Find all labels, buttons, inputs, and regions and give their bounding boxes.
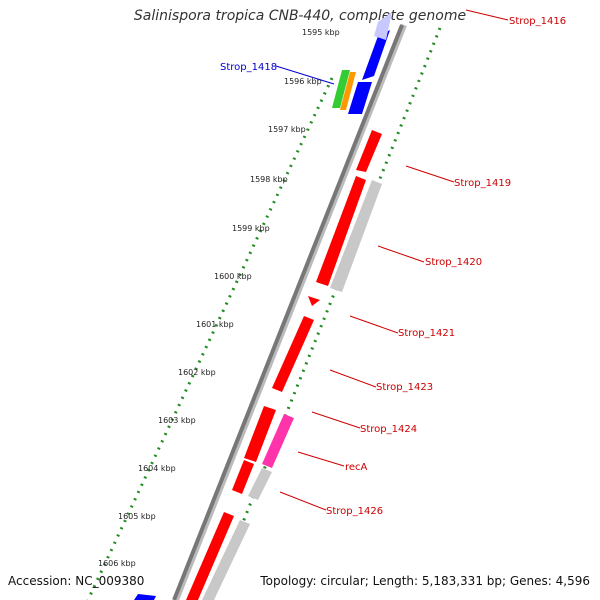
kbp-tick-label: 1597 kbp — [268, 125, 306, 134]
gene-label-reca[interactable]: recA — [345, 462, 368, 473]
gene-small-red[interactable] — [308, 296, 320, 306]
kbp-tick-label: 1599 kbp — [232, 224, 270, 233]
gene-label-strop1420[interactable]: Strop_1420 — [425, 257, 482, 268]
kbp-tick-label: 1595 kbp — [302, 28, 340, 37]
gene-strop1419[interactable] — [356, 130, 382, 172]
kbp-tick-label: 1602 kbp — [178, 368, 216, 377]
leader-line-strop1420 — [377, 245, 425, 263]
gene-label-strop1418[interactable]: Strop_1418 — [220, 62, 277, 73]
gene-label-strop1426[interactable]: Strop_1426 — [326, 506, 383, 517]
gene-bottom-red[interactable] — [186, 512, 234, 600]
leader-line-strop1416 — [465, 9, 509, 21]
gene-orange[interactable] — [340, 72, 356, 110]
topology-text: Topology: circular; Length: 5,183,331 bp… — [260, 574, 590, 588]
gene-label-strop1416[interactable]: Strop_1416 — [509, 16, 566, 27]
kbp-tick-label: 1606 kbp — [98, 559, 136, 568]
kbp-tick-labels: 1595 kbp 1596 kbp 1597 kbp 1598 kbp 1599 kbp… — [98, 28, 340, 568]
leader-line-strop1418 — [275, 65, 335, 85]
gene-strop1426-red[interactable] — [232, 460, 254, 494]
kbp-tick-label: 1601 kbp — [196, 320, 234, 329]
inner-dotted-track — [86, 77, 334, 600]
gene-strop1426-gray[interactable] — [248, 468, 272, 500]
gene-bottom-gray[interactable] — [202, 520, 250, 600]
kbp-tick-label: 1603 kbp — [158, 416, 196, 425]
leader-line-strop1423 — [329, 369, 377, 388]
kbp-tick-label: 1604 kbp — [138, 464, 176, 473]
genome-backbone — [172, 24, 404, 600]
leader-line-strop1426 — [279, 491, 327, 511]
kbp-tick-label: 1598 kbp — [250, 175, 288, 184]
gene-bottom-blue[interactable] — [134, 594, 156, 600]
gene-reca[interactable] — [262, 414, 294, 468]
leader-line-strop1421 — [349, 315, 399, 334]
gene-strop1421[interactable] — [272, 316, 314, 392]
gene-strop1420-red[interactable] — [316, 176, 366, 286]
kbp-tick-label: 1600 kbp — [214, 272, 252, 281]
gene-strop1424-red[interactable] — [244, 406, 276, 462]
gene-blue-lower[interactable] — [348, 82, 372, 114]
leader-lines — [275, 9, 509, 511]
gene-label-strop1424[interactable]: Strop_1424 — [360, 424, 417, 435]
gene-blue-top-light[interactable] — [374, 12, 392, 40]
gene-label-strop1421[interactable]: Strop_1421 — [398, 328, 455, 339]
outer-dotted-track — [210, 27, 442, 600]
leader-line-reca — [297, 451, 345, 467]
kbp-tick-label: 1605 kbp — [118, 512, 156, 521]
accession-text: Accession: NC_009380 — [8, 574, 145, 588]
gene-blue-top[interactable] — [362, 30, 390, 80]
gene-green-strop1418[interactable] — [332, 70, 350, 108]
gene-label-strop1423[interactable]: Strop_1423 — [376, 382, 433, 393]
gene-label-strop1419[interactable]: Strop_1419 — [454, 178, 511, 189]
leader-line-strop1419 — [405, 165, 455, 183]
leader-line-strop1424 — [311, 411, 361, 429]
gene-strop1420-gray[interactable] — [330, 180, 382, 292]
kbp-tick-label: 1596 kbp — [284, 77, 322, 86]
